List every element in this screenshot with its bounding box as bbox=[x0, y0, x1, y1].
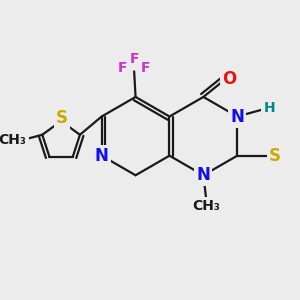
Text: CH₃: CH₃ bbox=[192, 199, 220, 213]
Text: N: N bbox=[95, 147, 109, 165]
Text: S: S bbox=[56, 109, 68, 127]
Text: N: N bbox=[230, 107, 244, 125]
Text: S: S bbox=[269, 147, 281, 165]
Text: CH₃: CH₃ bbox=[0, 134, 26, 147]
Text: F: F bbox=[118, 61, 127, 75]
Text: H: H bbox=[263, 101, 275, 115]
Text: O: O bbox=[222, 70, 236, 88]
Text: F: F bbox=[141, 61, 150, 75]
Text: F: F bbox=[129, 52, 139, 66]
Text: N: N bbox=[196, 166, 210, 184]
